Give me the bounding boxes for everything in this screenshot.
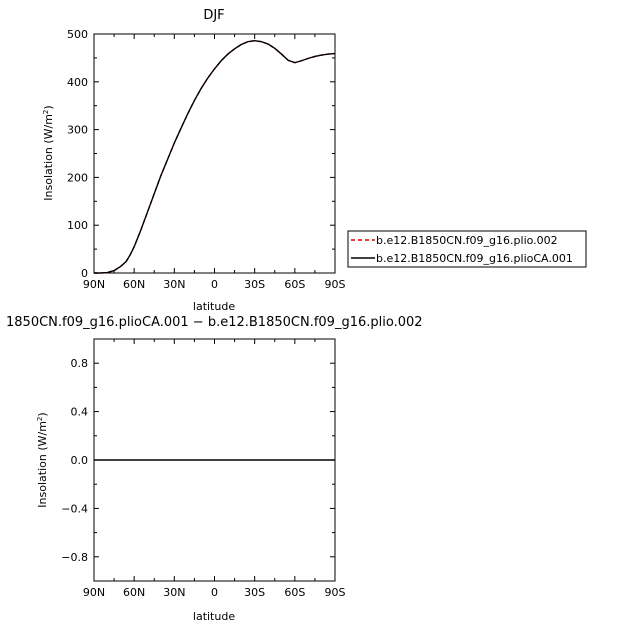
bottom-x-tick-label: 30N (163, 586, 185, 599)
legend: b.e12.B1850CN.f09_g16.plio.002 b.e12.B18… (347, 230, 587, 268)
legend-label-plio002: b.e12.B1850CN.f09_g16.plio.002 (376, 234, 558, 247)
bottom-y-tick-label: −0.4 (61, 502, 88, 515)
top-series-group (94, 39, 336, 274)
bottom-y-label-close: ) (36, 412, 49, 416)
top-x-tick-label: 60N (123, 278, 145, 291)
bottom-x-axis-label: latitude (193, 610, 235, 623)
top-chart-title: DJF (203, 8, 224, 23)
top-x-tick-label: 90N (83, 278, 105, 291)
top-y-label-main: Insolation (W/m (42, 114, 55, 201)
top-y-axis-label: Insolation (W/m2) (42, 105, 55, 200)
bottom-y-label-sup: 2 (36, 417, 44, 421)
bottom-y-label-main: Insolation (W/m (36, 421, 49, 508)
top-y-tick-label: 300 (67, 124, 88, 137)
legend-label-plioCA001: b.e12.B1850CN.f09_g16.plioCA.001 (376, 252, 573, 265)
top-y-tick-label: 200 (67, 171, 88, 184)
top-x-axis: 90N 60N 30N 0 30S 60S 90S (83, 34, 346, 291)
bottom-x-tick-label: 60S (284, 586, 305, 599)
top-x-tick-label: 90S (325, 278, 346, 291)
top-panel: DJF 0 100 200 300 400 500 90N 60N 30N 0 30S 60S 90S… (42, 8, 346, 313)
bottom-x-tick-label: 90S (325, 586, 346, 599)
bottom-y-axis-label: Insolation (W/m2) (36, 412, 49, 507)
top-x-tick-label: 30S (244, 278, 265, 291)
bottom-y-tick-label: 0.8 (71, 357, 89, 370)
bottom-panel: 1850CN.f09_g16.plioCA.001 − b.e12.B1850C… (6, 315, 423, 623)
top-y-label-sup: 2 (42, 110, 50, 114)
bottom-x-axis: 90N 60N 30N 0 30S 60S 90S (83, 339, 346, 599)
top-y-tick-label: 0 (81, 267, 88, 280)
top-y-tick-label: 500 (67, 28, 88, 41)
top-x-tick-label: 0 (211, 278, 218, 291)
top-x-tick-label: 60S (284, 278, 305, 291)
bottom-y-tick-label: 0.4 (71, 406, 89, 419)
top-y-axis: 0 100 200 300 400 500 (67, 28, 335, 280)
top-x-axis-label: latitude (193, 300, 235, 313)
top-x-tick-label: 30N (163, 278, 185, 291)
bottom-chart-title: 1850CN.f09_g16.plioCA.001 − b.e12.B1850C… (6, 315, 423, 330)
legend-box (347, 230, 587, 268)
bottom-x-tick-label: 90N (83, 586, 105, 599)
top-y-tick-label: 400 (67, 76, 88, 89)
top-series-line-0 (94, 39, 336, 274)
bottom-x-tick-label: 30S (244, 586, 265, 599)
top-y-label-close: ) (42, 105, 55, 109)
bottom-x-tick-label: 0 (211, 586, 218, 599)
top-y-tick-label: 100 (67, 219, 88, 232)
top-series-line-1 (94, 39, 336, 274)
bottom-x-tick-label: 60N (123, 586, 145, 599)
bottom-y-tick-label: 0.0 (71, 454, 89, 467)
bottom-y-tick-label: −0.8 (61, 551, 88, 564)
bottom-y-axis: −0.8 −0.4 0.0 0.4 0.8 (61, 357, 335, 564)
